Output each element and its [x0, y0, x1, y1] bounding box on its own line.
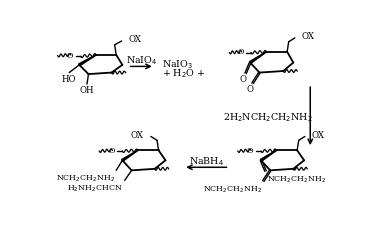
Text: O: O: [240, 75, 247, 84]
Text: O: O: [66, 52, 73, 59]
Polygon shape: [79, 56, 96, 67]
Text: NaIO$_3$: NaIO$_3$: [162, 58, 194, 70]
Polygon shape: [122, 151, 138, 162]
Text: OX: OX: [128, 35, 141, 44]
Text: OH: OH: [80, 86, 94, 95]
Polygon shape: [250, 52, 266, 64]
Polygon shape: [260, 151, 276, 162]
Text: NCH$_2$CH$_2$NH$_2$: NCH$_2$CH$_2$NH$_2$: [55, 172, 115, 183]
Text: 2H$_2$NCH$_2$CH$_2$NH$_2$: 2H$_2$NCH$_2$CH$_2$NH$_2$: [223, 111, 313, 124]
Text: NaBH$_4$: NaBH$_4$: [189, 154, 224, 167]
Text: HO: HO: [62, 75, 76, 84]
Text: O: O: [238, 48, 244, 56]
Text: NaIO$_4$: NaIO$_4$: [125, 54, 157, 67]
Text: NCH$_2$CH$_2$NH$_2$: NCH$_2$CH$_2$NH$_2$: [267, 174, 326, 184]
Text: NCH$_2$CH$_2$NH$_2$: NCH$_2$CH$_2$NH$_2$: [203, 184, 262, 194]
Text: O: O: [247, 146, 253, 154]
Text: OX: OX: [130, 130, 143, 139]
Text: OX: OX: [302, 32, 315, 41]
Text: + H$_2$O +: + H$_2$O +: [162, 67, 206, 79]
Text: O: O: [108, 146, 115, 154]
Text: O: O: [247, 85, 254, 94]
Text: OX: OX: [312, 130, 325, 139]
Text: H$_2$NH$_2$CHCN: H$_2$NH$_2$CHCN: [67, 183, 123, 193]
